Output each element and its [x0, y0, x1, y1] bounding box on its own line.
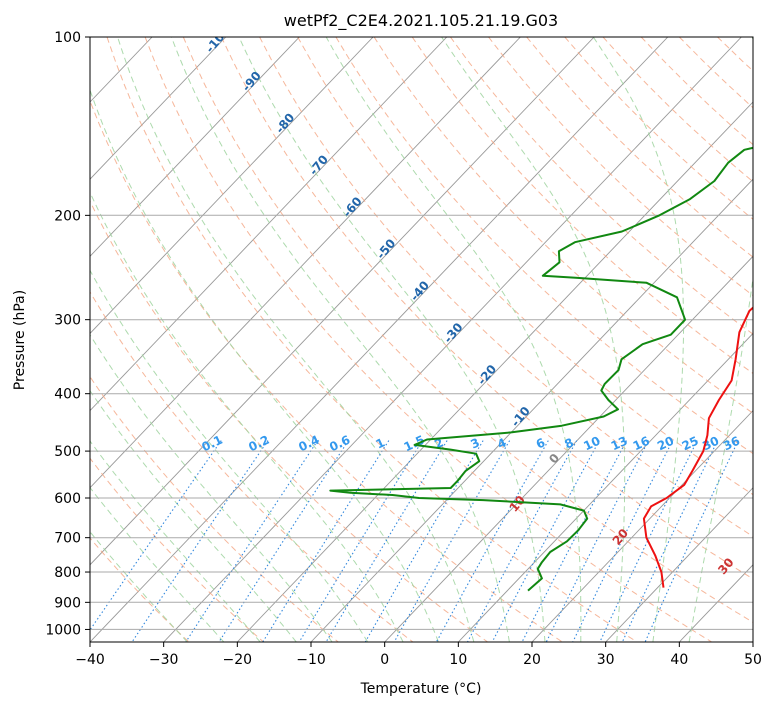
mixing-ratio-line	[621, 440, 719, 642]
moist-adiabat-line	[90, 88, 439, 642]
dry-adiabat-line	[335, 37, 753, 455]
y-tick-label: 900	[54, 595, 81, 611]
dry-adiabat-line	[90, 290, 414, 642]
mixing-ratio-line	[262, 440, 390, 642]
isotherm-line	[90, 37, 448, 412]
mixing-ratio-line	[572, 440, 674, 642]
y-tick-label: 400	[54, 387, 81, 403]
dry-adiabat-line	[90, 200, 488, 642]
x-axis-label: Temperature (°C)	[360, 681, 482, 697]
isotherm-line	[236, 101, 753, 642]
y-tick-label: 200	[54, 208, 81, 224]
y-axis: 100 200 300 400 500 600 700 800 900 1000	[45, 30, 90, 638]
y-tick-label: 500	[54, 444, 81, 460]
moist-adiabat-line	[170, 37, 510, 642]
dry-adiabat-line	[220, 37, 753, 580]
isotherm-line	[531, 409, 753, 642]
dry-adiabat-line	[144, 37, 712, 642]
isotherm-line	[457, 332, 753, 642]
mixing-ratio-label: 25	[680, 434, 701, 454]
dry-adiabat-line	[106, 37, 638, 642]
mixing-ratio-line	[435, 440, 549, 642]
moist-adiabat-line	[592, 37, 685, 642]
moist-adiabat-line	[688, 37, 753, 642]
mixing-ratio-line	[467, 440, 578, 642]
mixing-ratio-line	[364, 440, 484, 642]
isotherm-line	[384, 255, 753, 642]
dry-adiabat-line	[259, 37, 753, 537]
chart-title: wetPf2_C2E4.2021.105.21.19.G03	[284, 11, 558, 31]
isotherm-line	[90, 37, 300, 257]
moist-adiabat-line	[90, 440, 261, 642]
x-tick-label: 40	[670, 652, 688, 668]
x-tick-label: 20	[523, 652, 541, 668]
x-tick-label: −30	[149, 652, 179, 668]
moist-adiabat-line	[325, 37, 582, 642]
y-tick-label: 300	[54, 313, 81, 329]
sounding-profiles	[329, 146, 753, 592]
moist-adiabat-line	[441, 37, 626, 642]
x-tick-label: 10	[449, 652, 467, 668]
mixing-ratio-line	[90, 440, 222, 631]
moist-adiabat-line	[117, 37, 475, 642]
plot-frame	[89, 36, 754, 643]
mixing-ratio-line	[521, 440, 627, 642]
x-tick-label: −40	[75, 652, 105, 668]
dry-adiabat-line	[90, 457, 264, 642]
y-tick-label: 700	[54, 531, 81, 547]
y-tick-label: 1000	[45, 622, 81, 638]
y-tick-label: 600	[54, 491, 81, 507]
mixing-ratio-line	[491, 440, 600, 642]
isotherm-line	[90, 37, 595, 566]
pressure-grid	[90, 37, 753, 630]
isotherm-line	[163, 37, 742, 642]
dewpoint-profile-line	[329, 146, 753, 592]
mixing-ratio-line	[644, 440, 739, 642]
mixing-ratio-label: 16	[631, 434, 652, 454]
dry-adiabat-line	[373, 37, 753, 414]
isotherm-line	[90, 37, 669, 642]
y-axis-label: Pressure (hPa)	[12, 290, 28, 390]
mixing-ratio-label: 10	[581, 434, 602, 454]
x-tick-label: −10	[296, 652, 326, 668]
mixing-ratio-line	[393, 440, 511, 642]
moist-adiabat-line	[238, 37, 546, 642]
isotherm-line	[605, 487, 753, 642]
mixing-ratio-label: 13	[609, 434, 630, 454]
mixing-ratio-line	[131, 440, 269, 642]
mixing-ratio-line	[545, 440, 650, 642]
moist-adiabat-line	[90, 333, 333, 642]
mixing-ratio-line	[599, 440, 698, 642]
background-lines	[90, 37, 753, 642]
mixing-ratio-label: 30	[700, 434, 721, 454]
isotherm-line	[90, 37, 374, 335]
x-tick-label: 0	[380, 652, 389, 668]
y-tick-label: 100	[54, 30, 81, 46]
moist-adiabat-line	[90, 531, 188, 642]
mixing-ratio-line	[325, 440, 448, 642]
temperature-profile-line	[642, 306, 753, 588]
dry-adiabat-line	[90, 99, 563, 642]
moist-adiabat-line	[90, 486, 225, 642]
moist-adiabat-line	[90, 191, 404, 642]
x-tick-label: 50	[744, 652, 762, 668]
mixing-ratio-label: 20	[655, 434, 676, 454]
x-tick-label: 30	[597, 652, 615, 668]
mixing-ratio-label: 36	[721, 434, 742, 454]
x-tick-label: −20	[223, 652, 253, 668]
x-axis: −40 −30 −20 −10 0 10 20 30 40 50	[75, 642, 762, 668]
y-tick-label: 800	[54, 565, 81, 581]
moist-adiabat-line	[90, 269, 369, 642]
isotherm-line	[90, 37, 521, 489]
mixing-ratio-line	[298, 440, 423, 642]
isotherm-line	[90, 37, 227, 180]
